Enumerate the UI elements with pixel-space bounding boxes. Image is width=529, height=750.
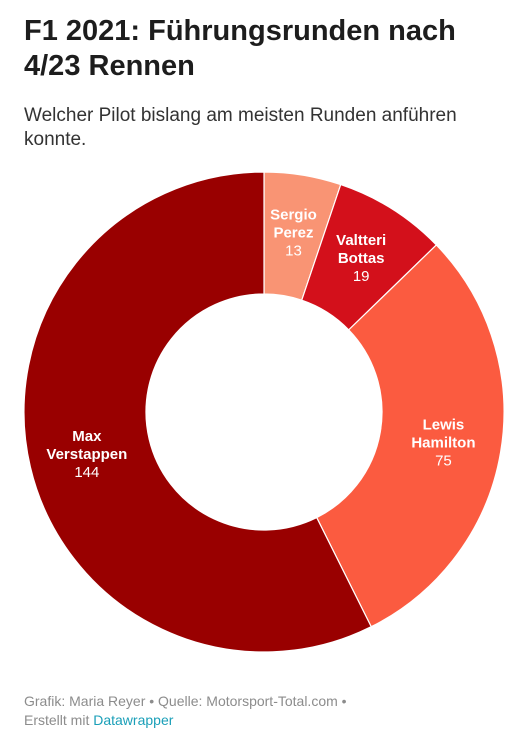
- chart-subtitle: Welcher Pilot bislang am meisten Runden …: [24, 105, 457, 150]
- footer-credits: Grafik: Maria Reyer • Quelle: Motorsport…: [24, 693, 347, 709]
- slice-value-label: 144: [74, 464, 99, 481]
- datawrapper-link[interactable]: Datawrapper: [93, 712, 174, 728]
- chart-footer: Grafik: Maria Reyer • Quelle: Motorsport…: [24, 692, 514, 730]
- slice-name-label: Perez: [273, 224, 313, 241]
- slice-name-label: Sergio: [270, 206, 317, 223]
- slice-name-label: Lewis: [423, 417, 465, 434]
- donut-chart: Sergio Perez 13 Valtteri Bottas 19 Lewis Hamilt…: [0, 170, 529, 670]
- chart-title: F1 2021: Führungsrunden nach 4/23 Rennen: [24, 15, 456, 82]
- footer-created-with: Erstellt mit Datawrapper: [24, 711, 514, 730]
- slice-max-verstappen[interactable]: [23, 171, 373, 653]
- slice-name-label: Valtteri: [336, 232, 386, 249]
- slice-value-label: 19: [353, 268, 370, 285]
- chart-header: F1 2021: Führungsrunden nach 4/23 Rennen…: [24, 14, 514, 152]
- slice-value-label: 13: [285, 242, 302, 259]
- slice-name-label: Bottas: [338, 250, 385, 267]
- slice-lewis-hamilton[interactable]: [315, 244, 505, 628]
- footer-created-with-label: Erstellt mit: [24, 712, 94, 728]
- slice-value-label: 75: [435, 453, 452, 470]
- slice-name-label: Verstappen: [46, 446, 127, 463]
- slice-name-label: Hamilton: [411, 435, 475, 452]
- slice-name-label: Max: [72, 428, 102, 445]
